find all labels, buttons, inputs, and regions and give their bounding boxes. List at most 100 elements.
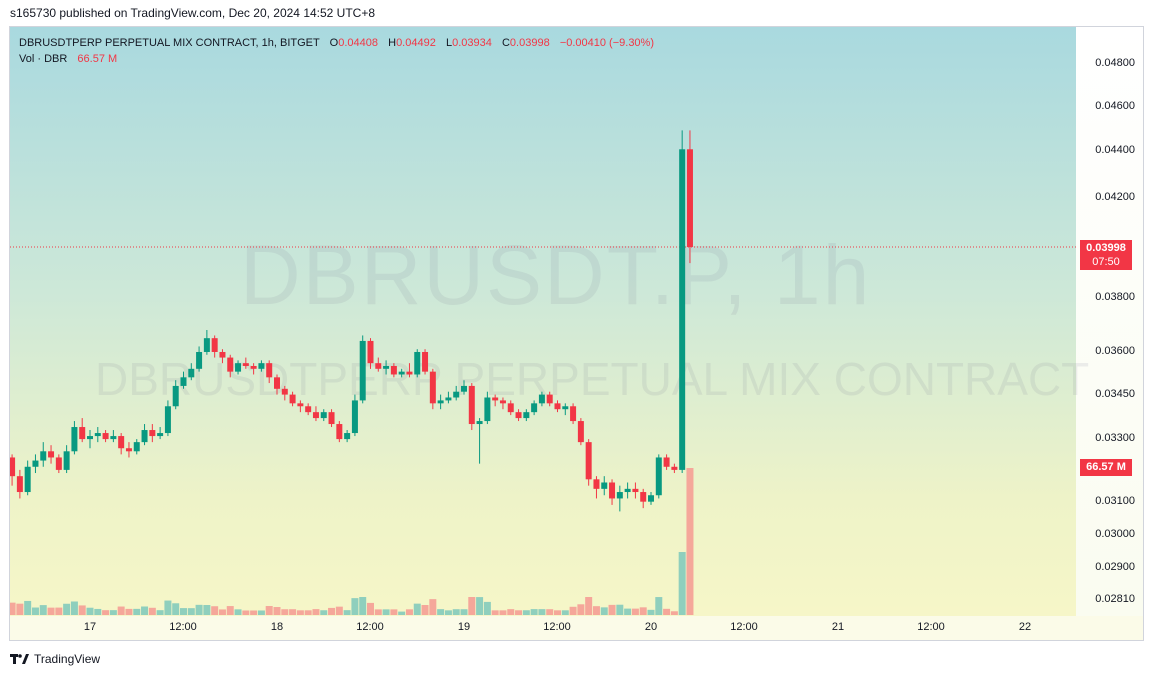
price-scale[interactable]: 0.04800 0.04600 0.04400 0.04200 0.03800 0.036… [1076,27,1143,616]
candle[interactable] [492,394,499,407]
candle[interactable] [422,349,429,375]
candle[interactable] [87,430,93,449]
candle[interactable] [538,391,545,407]
candle[interactable] [266,360,273,384]
candle-body [149,430,156,437]
candle[interactable] [367,338,374,369]
candle[interactable] [172,380,179,410]
candle[interactable] [24,460,31,496]
candle[interactable] [32,454,39,474]
candle[interactable] [55,454,62,474]
candle[interactable] [281,385,288,401]
candle[interactable] [328,409,335,428]
candle[interactable] [406,363,413,378]
candle[interactable] [164,400,171,437]
candle[interactable] [118,433,125,455]
candle[interactable] [523,409,530,422]
chart-frame[interactable]: 0.04800 0.04600 0.04400 0.04200 0.03800 0.036… [9,26,1144,641]
candle[interactable] [16,469,23,499]
candle[interactable] [110,430,117,443]
candle[interactable] [242,357,249,369]
candle[interactable] [40,442,47,467]
candle[interactable] [640,488,647,509]
candle[interactable] [671,463,678,474]
candle[interactable] [531,400,538,416]
candle[interactable] [48,445,55,464]
candle[interactable] [601,476,608,496]
candle[interactable] [351,394,358,437]
candle[interactable] [562,403,569,416]
candle[interactable] [375,357,382,372]
candle[interactable] [624,482,631,499]
candle[interactable] [102,430,109,443]
candle[interactable] [274,374,280,395]
candle[interactable] [196,346,203,372]
candle[interactable] [297,400,304,413]
candle[interactable] [476,418,483,464]
candle[interactable] [390,363,397,378]
candle[interactable] [320,409,327,422]
candle[interactable] [663,454,670,470]
candle[interactable] [258,360,265,372]
candle[interactable] [235,360,242,375]
candle[interactable] [515,409,522,422]
candle[interactable] [461,380,467,395]
candle[interactable] [453,385,460,401]
candle[interactable] [445,391,452,404]
candle[interactable] [305,403,312,416]
candle[interactable] [570,403,577,425]
candle[interactable] [383,360,390,375]
plot-area[interactable] [10,27,1076,616]
price-tick-label: 0.02810 [1095,593,1135,605]
candle[interactable] [188,363,195,381]
candle[interactable] [679,130,686,474]
candle[interactable] [63,445,70,474]
candle[interactable] [157,427,164,440]
candle[interactable] [71,421,78,455]
candle[interactable] [359,335,366,404]
candle[interactable] [437,394,444,410]
candle[interactable] [133,439,140,455]
candle[interactable] [312,406,319,422]
candle[interactable] [468,383,475,431]
candle[interactable] [632,482,639,499]
candlestick-chart[interactable] [10,27,1076,616]
candle[interactable] [507,400,514,416]
candle[interactable] [203,329,210,355]
candle[interactable] [554,400,561,413]
candle[interactable] [414,349,421,378]
candle[interactable] [289,391,296,407]
candle-body [437,400,444,404]
candle[interactable] [499,397,506,410]
candle-body [94,433,101,437]
candle[interactable] [546,391,553,407]
candle[interactable] [648,492,654,505]
tradingview-brand[interactable]: TradingView [10,652,100,666]
candle[interactable] [336,421,343,443]
candle[interactable] [79,418,86,443]
candle[interactable] [585,439,592,486]
candle[interactable] [180,371,187,389]
candle[interactable] [141,424,148,446]
candle[interactable] [686,130,693,264]
candle[interactable] [577,418,584,446]
candle[interactable] [655,454,662,499]
candle[interactable] [344,430,351,443]
candle[interactable] [429,368,436,410]
candle[interactable] [250,363,257,375]
candle[interactable] [94,427,101,443]
candle[interactable] [593,476,600,499]
candle[interactable] [398,368,405,378]
time-scale[interactable]: 17 12:00 18 12:00 19 12:00 20 12:00 21 12:00 22 [10,616,1143,640]
candle[interactable] [125,442,132,458]
candle[interactable] [616,485,623,512]
volume-bar [367,602,374,615]
candle[interactable] [149,424,156,443]
candle[interactable] [211,335,218,358]
candle-body [328,412,335,425]
candle[interactable] [484,391,491,425]
candle[interactable] [219,349,226,364]
candle[interactable] [609,479,616,505]
candle[interactable] [10,454,16,486]
candle[interactable] [227,354,234,378]
